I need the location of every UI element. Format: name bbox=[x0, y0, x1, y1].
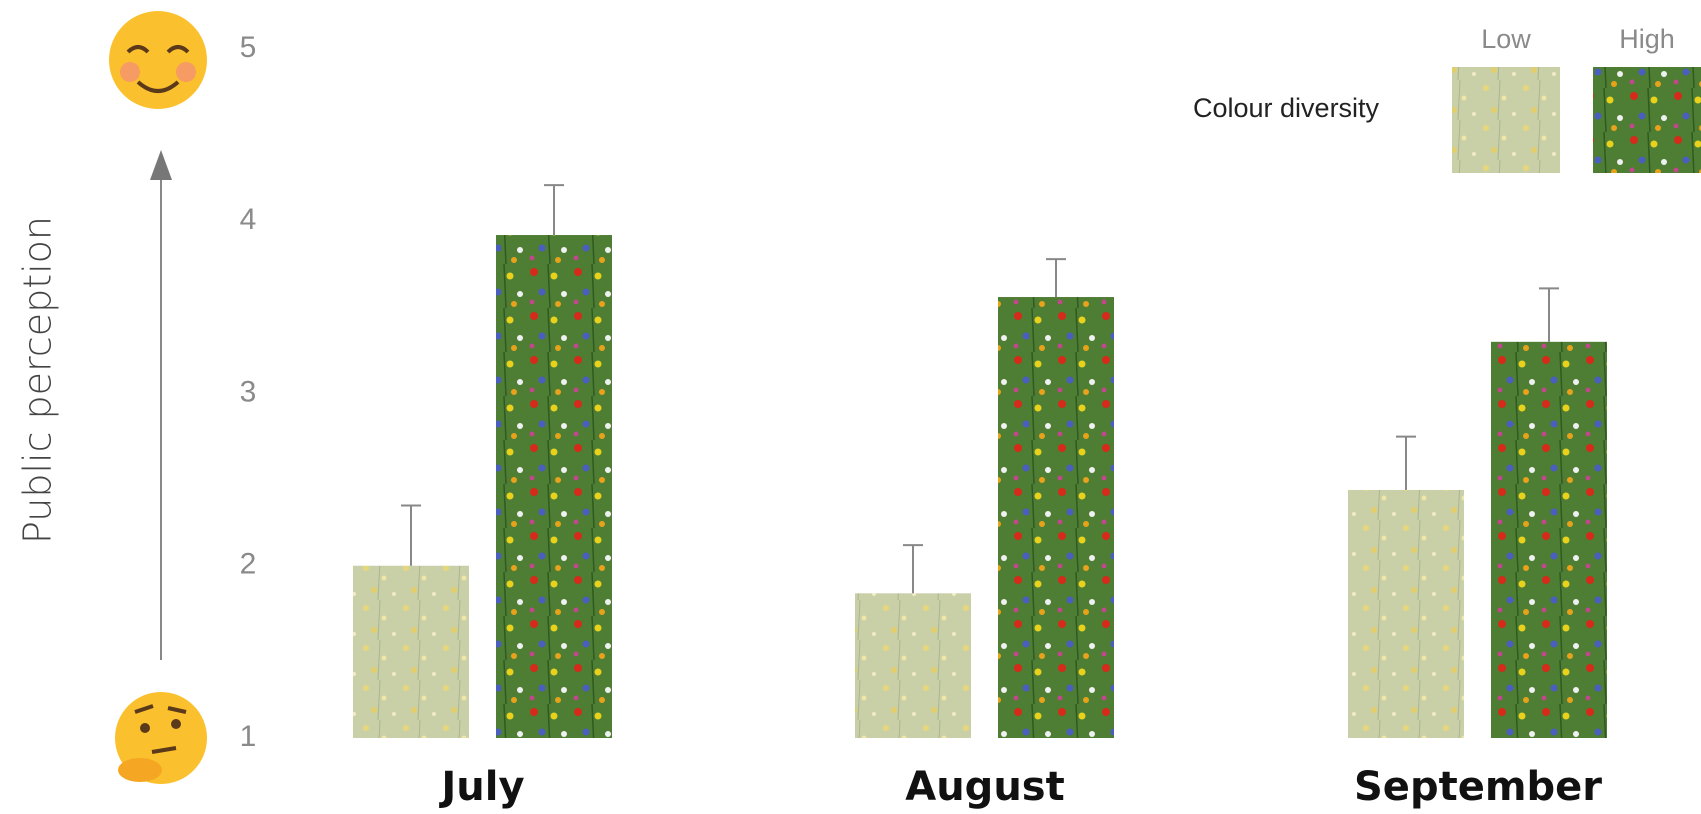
y-tick-label: 5 bbox=[240, 31, 257, 64]
legend-swatch bbox=[1452, 67, 1560, 173]
y-tick-label: 4 bbox=[240, 203, 257, 236]
bar bbox=[1491, 341, 1607, 738]
bar bbox=[1348, 489, 1464, 738]
legend-swatch bbox=[1593, 67, 1701, 173]
bar bbox=[353, 565, 469, 738]
thinking-emoji bbox=[115, 692, 207, 784]
happy-emoji bbox=[109, 11, 207, 109]
legend-title: Colour diversity bbox=[1193, 93, 1380, 123]
x-tick-label: September bbox=[1354, 764, 1602, 810]
y-tick-label: 1 bbox=[240, 720, 257, 753]
arrow-head bbox=[150, 150, 172, 180]
bar bbox=[855, 593, 971, 738]
x-tick-label: August bbox=[905, 764, 1064, 810]
bar bbox=[496, 235, 612, 738]
y-tick-label: 3 bbox=[240, 375, 257, 408]
y-tick-label: 2 bbox=[240, 548, 257, 581]
legend-label: High bbox=[1619, 24, 1675, 54]
bar bbox=[998, 297, 1114, 738]
legend-label: Low bbox=[1481, 24, 1531, 54]
x-tick-label: July bbox=[438, 764, 524, 810]
y-axis-label: Public perception bbox=[16, 216, 60, 544]
